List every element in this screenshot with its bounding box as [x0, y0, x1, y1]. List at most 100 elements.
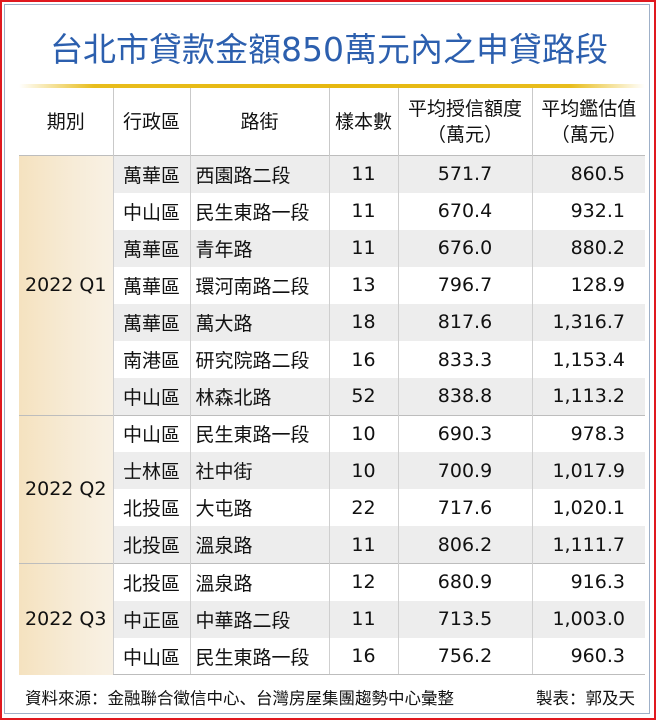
district-cell: 北投區 — [112, 563, 190, 601]
avg-credit-cell: 680.9 — [397, 563, 532, 601]
samples-cell: 16 — [328, 340, 398, 379]
district-cell: 北投區 — [112, 526, 190, 564]
header-avg-credit-unit: （萬元） — [426, 123, 503, 146]
avg-credit-cell: 796.7 — [397, 266, 532, 304]
table-row: 中正區 中華路二段 11 713.5 1,003.0 — [19, 600, 645, 638]
header-district: 行政區 — [112, 88, 190, 156]
district-cell: 中山區 — [112, 414, 190, 453]
samples-cell: 10 — [328, 414, 398, 453]
street-cell: 西園路二段 — [189, 154, 329, 193]
avg-appraisal-cell: 1,003.0 — [531, 600, 645, 638]
district-cell: 中山區 — [112, 378, 190, 416]
district-cell: 南港區 — [112, 340, 190, 379]
avg-credit-cell: 833.3 — [397, 340, 532, 379]
table-row: 2022 Q2 中山區 民生東路一段 10 690.3 978.3 — [19, 414, 645, 564]
samples-cell: 11 — [328, 192, 398, 230]
avg-credit-cell: 670.4 — [397, 192, 532, 230]
table-row: 南港區 研究院路二段 16 833.3 1,153.4 — [19, 340, 645, 379]
district-cell: 中山區 — [112, 192, 190, 230]
district-cell: 士林區 — [112, 452, 190, 490]
district-cell: 萬華區 — [112, 303, 190, 341]
samples-cell: 11 — [328, 600, 398, 638]
street-cell: 林森北路 — [189, 378, 329, 416]
table-row: 中山區 民生東路一段 16 756.2 960.3 — [19, 637, 645, 676]
avg-credit-cell: 571.7 — [397, 154, 532, 193]
district-cell: 萬華區 — [112, 266, 190, 304]
avg-credit-cell: 713.5 — [397, 600, 532, 638]
chart-maker-credit: 製表：郭及天 — [536, 689, 635, 708]
street-cell: 研究院路二段 — [189, 340, 329, 379]
samples-cell: 13 — [328, 266, 398, 304]
table-row: 北投區 大屯路 22 717.6 1,020.1 — [19, 489, 645, 527]
samples-cell: 22 — [328, 489, 398, 527]
period-cell: 2022 Q2 — [19, 414, 113, 564]
avg-credit-cell: 690.3 — [397, 414, 532, 453]
avg-credit-cell: 838.8 — [397, 378, 532, 416]
street-cell: 民生東路一段 — [189, 637, 329, 676]
avg-appraisal-cell: 1,113.2 — [531, 378, 645, 416]
street-cell: 社中街 — [189, 452, 329, 490]
table-row: 萬華區 環河南路二段 13 796.7 128.9 — [19, 266, 645, 304]
district-cell: 中正區 — [112, 600, 190, 638]
street-cell: 民生東路一段 — [189, 414, 329, 453]
table-row: 中山區 民生東路一段 11 670.4 932.1 — [19, 192, 645, 230]
avg-appraisal-cell: 916.3 — [531, 563, 645, 601]
header-period: 期別 — [46, 110, 85, 133]
samples-cell: 52 — [328, 378, 398, 416]
street-cell: 溫泉路 — [189, 526, 329, 564]
street-cell: 溫泉路 — [189, 563, 329, 601]
samples-cell: 12 — [328, 563, 398, 601]
avg-appraisal-cell: 978.3 — [531, 414, 645, 453]
avg-credit-cell: 700.9 — [397, 452, 532, 490]
district-cell: 中山區 — [112, 637, 190, 676]
avg-appraisal-cell: 128.9 — [531, 266, 645, 304]
street-cell: 民生東路一段 — [189, 192, 329, 230]
table-row: 中山區 林森北路 52 838.8 1,113.2 — [19, 378, 645, 416]
infographic-panel: 台北市貸款金額850萬元內之申貸路段 期別 行政區 路街 樣本數 平均授信額度 — [4, 4, 650, 714]
avg-credit-cell: 817.6 — [397, 303, 532, 341]
header-avg-appraisal: 平均鑑估值 （萬元） — [531, 88, 645, 156]
street-cell: 環河南路二段 — [189, 266, 329, 304]
table-row: 萬華區 萬大路 18 817.6 1,316.7 — [19, 303, 645, 341]
period-cell: 2022 Q3 — [19, 563, 113, 675]
street-cell: 青年路 — [189, 229, 329, 267]
header-avg-appraisal-label: 平均鑑估值 — [541, 97, 637, 120]
table-row: 萬華區 青年路 11 676.0 880.2 — [19, 229, 645, 267]
street-cell: 大屯路 — [189, 489, 329, 527]
header-samples: 樣本數 — [328, 88, 398, 156]
avg-appraisal-cell: 1,020.1 — [531, 489, 645, 527]
avg-credit-cell: 717.6 — [397, 489, 532, 527]
avg-appraisal-cell: 1,017.9 — [531, 452, 645, 490]
table-row: 北投區 溫泉路 11 806.2 1,111.7 — [19, 526, 645, 564]
source-note: 資料來源：金融聯合徵信中心、台灣房屋集團趨勢中心彙整 — [25, 689, 454, 708]
header-street: 路街 — [189, 88, 329, 156]
avg-credit-cell: 676.0 — [397, 229, 532, 267]
period-cell: 2022 Q1 — [19, 155, 113, 416]
header-avg-credit: 平均授信額度 （萬元） — [397, 88, 532, 156]
avg-credit-cell: 756.2 — [397, 637, 532, 676]
avg-appraisal-cell: 1,153.4 — [531, 340, 645, 379]
avg-appraisal-cell: 1,111.7 — [531, 526, 645, 564]
samples-cell: 16 — [328, 637, 398, 676]
loan-streets-table: 期別 行政區 路街 樣本數 平均授信額度 （萬元） 平均鑑估值 （萬元） — [19, 88, 645, 676]
samples-cell: 11 — [328, 229, 398, 267]
header-avg-credit-label: 平均授信額度 — [407, 97, 522, 120]
samples-cell: 11 — [328, 526, 398, 564]
table-row: 士林區 社中街 10 700.9 1,017.9 — [19, 452, 645, 490]
street-cell: 萬大路 — [189, 303, 329, 341]
district-cell: 萬華區 — [112, 229, 190, 267]
page-title: 台北市貸款金額850萬元內之申貸路段 — [50, 30, 608, 69]
avg-credit-cell: 806.2 — [397, 526, 532, 564]
samples-cell: 10 — [328, 452, 398, 490]
avg-appraisal-cell: 860.5 — [531, 154, 645, 193]
avg-appraisal-cell: 960.3 — [531, 637, 645, 676]
table-header-row: 期別 行政區 路街 樣本數 平均授信額度 （萬元） 平均鑑估值 （萬元） — [19, 88, 645, 156]
samples-cell: 18 — [328, 303, 398, 341]
avg-appraisal-cell: 932.1 — [531, 192, 645, 230]
header-avg-appraisal-unit: （萬元） — [550, 123, 627, 146]
title-divider — [19, 84, 645, 88]
avg-appraisal-cell: 880.2 — [531, 229, 645, 267]
district-cell: 萬華區 — [112, 154, 190, 193]
street-cell: 中華路二段 — [189, 600, 329, 638]
